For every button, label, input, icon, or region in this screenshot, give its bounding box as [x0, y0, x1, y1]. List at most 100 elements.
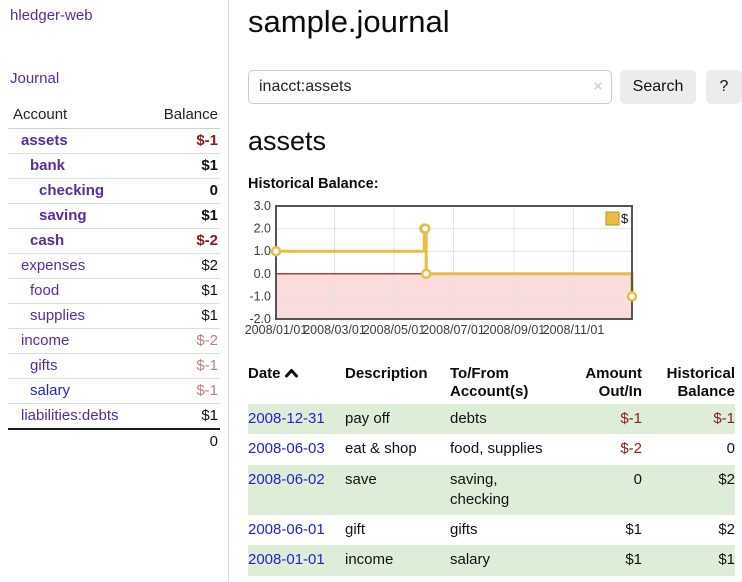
x-tick-label: 2008/03/01 — [303, 323, 366, 337]
sidebar: hledger-web Journal Account Balance asse… — [0, 0, 229, 582]
account-balance: 0 — [145, 178, 220, 204]
account-balance: $1 — [145, 153, 220, 179]
x-tick-label: 2008/05/01 — [363, 323, 426, 337]
register-col-balance: Historical Balance — [666, 365, 735, 400]
account-link-supplies[interactable]: supplies — [30, 307, 86, 324]
account-row: expenses $2 — [8, 253, 220, 279]
page-title: sample.journal — [248, 4, 450, 39]
historical-balance-chart: $3.0 2.0 1.0 0.0 -1.0 -2.02008/01/012008/03/0… — [245, 199, 638, 337]
account-link-expenses[interactable]: expenses — [21, 257, 86, 274]
account-link-checking[interactable]: checking — [39, 182, 105, 199]
account-link-food[interactable]: food — [30, 282, 60, 299]
account-link-salary[interactable]: salary — [30, 382, 71, 399]
account-balance: $-1 — [145, 378, 220, 404]
register-row: 2008-06-03 eat & shop food, supplies $-2… — [248, 434, 735, 464]
x-tick-label: 2008/11/01 — [543, 323, 605, 337]
transaction-date-link[interactable]: 2008-06-01 — [248, 521, 325, 538]
transaction-amount: 0 — [633, 470, 642, 488]
account-balance: $1 — [145, 203, 220, 229]
account-link-saving[interactable]: saving — [39, 207, 87, 224]
register-row: 2008-01-01 income salary $1 $1 — [248, 545, 735, 576]
chart-point — [419, 223, 431, 234]
accounts-column-header: Account — [8, 103, 146, 129]
legend-label: $ — [621, 211, 629, 226]
app-brand-link[interactable]: hledger-web — [10, 7, 93, 24]
transaction-date-link[interactable]: 2008-01-01 — [248, 551, 325, 569]
register-table: Date Description To/From Account(s) Amoun… — [248, 363, 735, 576]
transaction-accounts: salary — [450, 551, 491, 569]
y-tick-label: 3.0 — [254, 199, 271, 213]
chart-border — [275, 205, 633, 320]
x-tick-label: 2008/07/01 — [422, 323, 485, 337]
account-row: liabilities:debts $1 — [8, 403, 220, 430]
sort-ascending-icon — [284, 369, 298, 378]
account-row: food $1 — [8, 278, 220, 304]
account-link-gifts[interactable]: gifts — [30, 357, 58, 374]
account-balance: $1 — [145, 278, 220, 304]
balance-column-header: Balance — [145, 103, 220, 129]
account-link-assets[interactable]: assets — [21, 132, 68, 149]
account-balance: $1 — [145, 303, 220, 329]
y-tick-label: 0.0 — [254, 267, 271, 281]
account-row: saving $1 — [8, 203, 220, 229]
register-col-amount: Amount Out/In — [585, 365, 642, 400]
chart-title: Historical Balance: — [248, 176, 379, 192]
account-link-liabilities-debts[interactable]: liabilities:debts — [21, 407, 119, 424]
clear-search-icon[interactable]: × — [593, 78, 603, 95]
search-button[interactable]: Search — [620, 70, 696, 104]
transaction-accounts: food, supplies — [450, 440, 543, 458]
account-balance: $-1 — [145, 128, 220, 154]
register-col-description: Description — [345, 365, 428, 382]
y-tick-label: -1.0 — [249, 289, 271, 303]
account-link-income[interactable]: income — [21, 332, 70, 349]
register-col-date[interactable]: Date — [248, 363, 345, 404]
transaction-description: gift — [345, 521, 366, 538]
transaction-amount: $1 — [625, 521, 642, 538]
transaction-accounts: saving, checking — [450, 470, 510, 508]
accounts-table-header: Account Balance — [8, 103, 220, 129]
register-col-date-label: Date — [248, 365, 281, 382]
register-row: 2008-12-31 pay off debts $-1 $-1 — [248, 404, 735, 435]
register-row: 2008-06-02 save saving, checking 0 $2 — [248, 464, 735, 515]
chart-point — [420, 268, 432, 280]
account-row: cash $-2 — [8, 228, 220, 254]
account-row: income $-2 — [8, 328, 220, 354]
account-heading: assets — [248, 126, 327, 156]
transaction-date-link[interactable]: 2008-06-03 — [248, 440, 325, 458]
transaction-accounts: gifts — [450, 521, 478, 538]
account-row: bank $1 — [8, 153, 220, 179]
transaction-balance: $2 — [718, 521, 735, 538]
account-link-bank[interactable]: bank — [30, 157, 66, 174]
y-tick-label: 2.0 — [254, 222, 271, 236]
account-row: supplies $1 — [8, 303, 220, 329]
legend-swatch — [605, 211, 620, 226]
account-balance: $-2 — [145, 228, 220, 254]
transaction-date-link[interactable]: 2008-06-02 — [248, 470, 325, 488]
transaction-date-link[interactable]: 2008-12-31 — [248, 410, 325, 427]
register-row: 2008-06-01 gift gifts $1 $2 — [248, 515, 735, 545]
account-row: assets $-1 — [8, 128, 220, 154]
transaction-description: save — [345, 470, 377, 488]
sidebar-item-journal[interactable]: Journal — [10, 70, 60, 87]
transaction-amount: $1 — [625, 551, 642, 569]
account-balance: $-2 — [145, 328, 220, 354]
transaction-accounts: debts — [450, 410, 487, 427]
transaction-description: income — [345, 551, 394, 569]
accounts-table: Account Balance assets $-1 bank $1 checkin… — [8, 103, 220, 454]
transaction-description: eat & shop — [345, 440, 417, 458]
register-col-accounts: To/From Account(s) — [450, 365, 529, 400]
transaction-balance: $-1 — [713, 410, 735, 427]
help-button[interactable]: ? — [706, 70, 742, 104]
register-header-row: Date Description To/From Account(s) Amoun… — [248, 363, 735, 404]
search-input[interactable] — [248, 70, 612, 104]
account-row: salary $-1 — [8, 378, 220, 404]
transaction-balance: $2 — [718, 470, 735, 488]
transaction-amount: $-2 — [620, 440, 642, 458]
y-tick-label: 1.0 — [254, 244, 271, 258]
account-balance: $-1 — [145, 353, 220, 379]
chart-point — [270, 245, 282, 257]
transaction-amount: $-1 — [620, 410, 642, 427]
account-link-cash[interactable]: cash — [30, 232, 65, 249]
account-balance: $2 — [145, 253, 220, 279]
chart-point — [626, 291, 638, 302]
